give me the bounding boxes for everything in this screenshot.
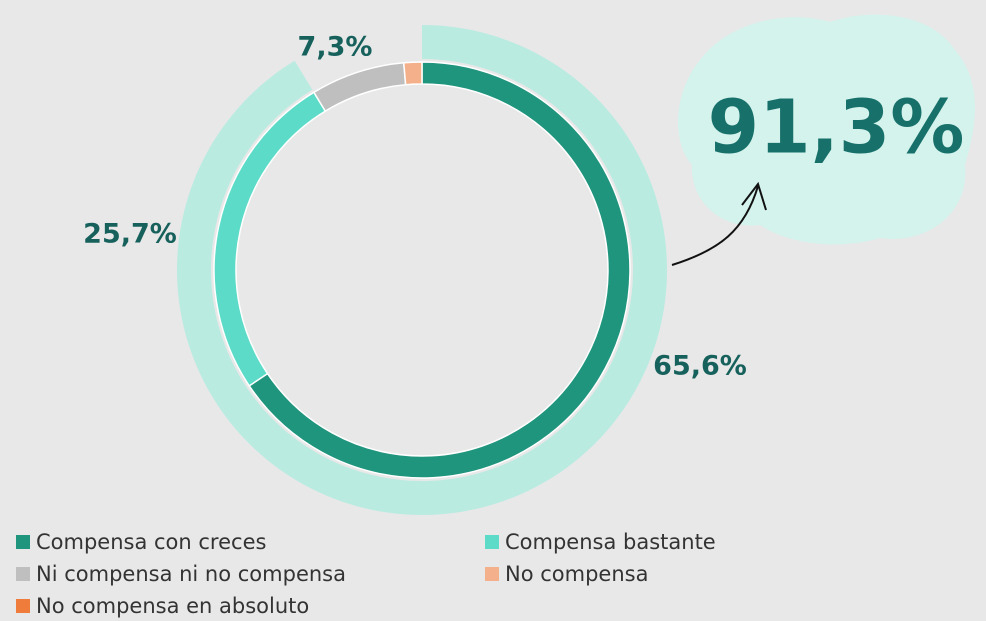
data-label: 7,3% <box>298 32 373 63</box>
arrow-head <box>741 181 767 211</box>
cloud <box>678 14 975 245</box>
legend-swatch <box>16 535 30 549</box>
legend-swatch <box>485 567 499 581</box>
legend-label: Compensa bastante <box>505 530 716 554</box>
highlight-label: 91,3% <box>708 85 965 171</box>
slice <box>312 61 407 113</box>
legend-label: No compensa en absoluto <box>36 594 309 618</box>
legend-label: No compensa <box>505 562 648 586</box>
donut <box>177 25 668 515</box>
legend-label: Compensa con creces <box>36 530 266 554</box>
legend-label: Ni compensa ni no compensa <box>36 562 346 586</box>
legend-swatch <box>485 535 499 549</box>
arrow <box>671 185 759 266</box>
slice <box>248 61 631 479</box>
data-label: 65,6% <box>653 351 747 382</box>
data-label: 25,7% <box>83 219 177 250</box>
highlight-ring <box>177 25 668 515</box>
slice <box>402 61 423 86</box>
legend-swatch <box>16 599 30 613</box>
legend-swatch <box>16 567 30 581</box>
